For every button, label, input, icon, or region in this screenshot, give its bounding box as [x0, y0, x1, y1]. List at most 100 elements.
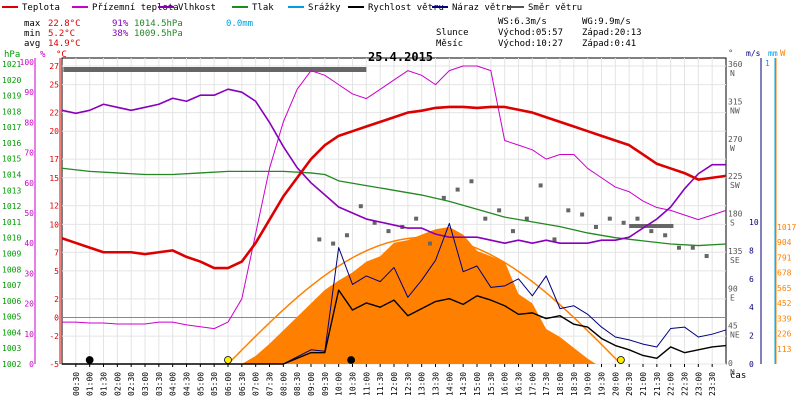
- x-tick-label: 23:00: [694, 372, 703, 396]
- wind-direction-bar-evening: [629, 224, 674, 228]
- solar-theoretical-curve: [227, 236, 619, 365]
- solar-tick-label: 678: [777, 269, 792, 278]
- hpa-tick-label: 1009: [2, 249, 21, 258]
- x-tick-label: 19:30: [598, 372, 607, 396]
- x-tick-label: 18:00: [556, 372, 565, 396]
- x-tick-label: 05:30: [210, 372, 219, 396]
- wind-tick-label: 2: [749, 332, 754, 341]
- axes: 00:30 01:00 01:30 02:00 02:30 03:00 03:30 04:00…: [2, 58, 796, 396]
- wind-direction-point: [455, 187, 460, 192]
- dir-compass-label: NW: [730, 106, 740, 115]
- hpa-tick-label: 1019: [2, 92, 21, 101]
- series-lines: [61, 65, 727, 365]
- pressure-line: [61, 167, 727, 247]
- temp-tick-label: 15: [49, 174, 59, 183]
- pct-tick-label: 30: [24, 269, 34, 278]
- x-tick-label: 06:30: [238, 372, 247, 396]
- pct-tick-label: 100: [20, 58, 35, 67]
- wind-direction-point: [704, 254, 709, 259]
- stats-wind-gust: WG:9.9m/s: [582, 17, 631, 27]
- stats-sunrise: Východ:05:57: [498, 28, 563, 38]
- x-tick-label: 14:30: [459, 372, 468, 396]
- x-tick-label: 05:00: [196, 372, 205, 396]
- wind-tick-label: 4: [749, 303, 754, 312]
- x-tick-label: 16:00: [501, 372, 510, 396]
- wind-tick-label: 0: [749, 360, 754, 369]
- stats-min-humidity: 38%: [112, 29, 129, 39]
- wind-direction-point: [663, 233, 668, 238]
- ground-temperature-line: [62, 65, 727, 330]
- stats-moonset: Západ:0:41: [582, 39, 636, 49]
- wind-direction-point: [538, 183, 543, 188]
- dir-compass-label: NE: [730, 331, 740, 340]
- stats-rain: 0.0mm: [226, 19, 253, 29]
- hpa-tick-label: 1005: [2, 313, 21, 322]
- wind-direction-point: [607, 216, 612, 221]
- hpa-tick-label: 1013: [2, 186, 21, 195]
- hpa-tick-label: 1010: [2, 234, 21, 243]
- x-tick-label: 13:00: [418, 372, 427, 396]
- pct-tick-label: 40: [24, 239, 34, 248]
- solar-tick-label: 565: [777, 284, 792, 293]
- x-tick-label: 09:00: [307, 372, 316, 396]
- x-axis-label: čas: [730, 370, 746, 381]
- x-tick-label: 10:30: [349, 372, 358, 396]
- temp-tick-label: 5: [54, 267, 59, 276]
- wind-direction-point: [331, 241, 336, 246]
- wind-direction-point: [427, 241, 432, 246]
- pct-tick-label: 0: [29, 360, 34, 369]
- dir-tick-label: 315: [728, 97, 743, 106]
- stats-min-pressure: 1009.5hPa: [134, 29, 183, 39]
- x-tick-label: 11:30: [376, 372, 385, 396]
- pct-tick-label: 80: [24, 118, 34, 127]
- unit-label-dir: °: [728, 49, 733, 59]
- hpa-tick-label: 1016: [2, 139, 21, 148]
- hpa-tick-label: 1020: [2, 76, 21, 85]
- x-tick-label: 10:00: [335, 372, 344, 396]
- stats-sunset: Západ:20:13: [582, 28, 642, 38]
- stats-max-label: max: [24, 19, 41, 29]
- temp-tick-label: 10: [49, 220, 59, 229]
- dir-compass-label: E: [730, 293, 735, 302]
- temp-tick-label: -2: [49, 332, 59, 341]
- dir-tick-label: 360: [728, 60, 743, 69]
- x-tick-label: 21:30: [653, 372, 662, 396]
- sun-moon-markers: [85, 356, 625, 364]
- axis-unit-labels: hPa % °C ° m/s mm W čas: [4, 49, 786, 381]
- stats-moon-label: Měsíc: [436, 39, 463, 49]
- wind-direction-point: [483, 216, 488, 221]
- wind-direction-point: [510, 229, 515, 234]
- x-tick-label: 15:30: [487, 372, 496, 396]
- wind-direction-point: [552, 237, 557, 242]
- x-tick-label: 06:00: [224, 372, 233, 396]
- hpa-tick-label: 1012: [2, 202, 21, 211]
- wind-direction-point: [524, 216, 529, 221]
- x-tick-label: 00:30: [72, 372, 81, 396]
- chart-title: 25.4.2015: [368, 50, 433, 64]
- dir-tick-label: 90: [728, 284, 738, 293]
- temp-tick-label: 7: [54, 248, 59, 257]
- x-tick-label: 08:30: [293, 372, 302, 396]
- dir-tick-label: 225: [728, 172, 743, 181]
- wind-direction-point: [344, 233, 349, 238]
- x-tick-label: 19:00: [584, 372, 593, 396]
- stats-block: max 22.8°C 91% 1014.5hPa 0.0mm min 5.2°C…: [24, 17, 642, 49]
- stats-avg-label: avg: [24, 39, 40, 49]
- wind-direction-point: [621, 220, 626, 225]
- wind-direction-point: [635, 216, 640, 221]
- x-tick-label: 15:00: [473, 372, 482, 396]
- x-tick-label: 04:30: [183, 372, 192, 396]
- wind-direction-point: [469, 179, 474, 184]
- hpa-tick-label: 1011: [2, 218, 21, 227]
- x-tick-label: 07:00: [252, 372, 261, 396]
- stats-wind-speed: WS:6.3m/s: [498, 17, 547, 27]
- solar-tick-label: 791: [777, 253, 792, 262]
- wind-speed-line: [62, 289, 727, 365]
- dir-compass-label: W: [730, 144, 735, 153]
- dir-tick-label: 270: [728, 135, 743, 144]
- wind-direction-point: [414, 216, 419, 221]
- hpa-tick-label: 1003: [2, 344, 21, 353]
- x-tick-label: 18:30: [570, 372, 579, 396]
- dir-compass-label: SW: [730, 181, 740, 190]
- x-tick-label: 16:30: [515, 372, 524, 396]
